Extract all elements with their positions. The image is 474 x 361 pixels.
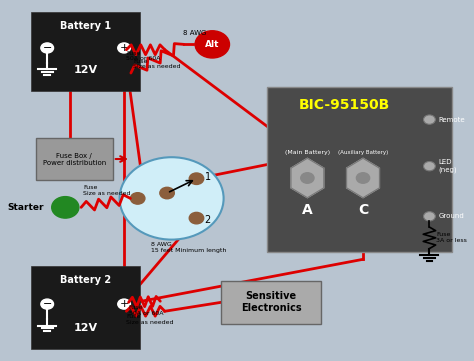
Bar [36, 138, 113, 180]
Text: 12V: 12V [73, 65, 98, 75]
Text: +: + [119, 43, 129, 53]
Circle shape [118, 299, 130, 309]
Circle shape [118, 43, 130, 53]
Bar [31, 12, 140, 91]
Text: −: − [43, 299, 52, 309]
Text: A: A [302, 203, 313, 217]
Text: (Main Battery): (Main Battery) [285, 150, 330, 155]
Text: +: + [119, 299, 129, 309]
Text: 12V: 12V [73, 323, 98, 333]
Text: 8 AWG: 8 AWG [183, 30, 206, 36]
Circle shape [424, 212, 435, 221]
Text: −: − [43, 43, 52, 53]
Circle shape [356, 173, 370, 183]
Text: Fuse
50A or 60A: Fuse 50A or 60A [127, 51, 161, 61]
Text: Ground: Ground [438, 213, 464, 219]
Text: Fuse
Size as needed: Fuse Size as needed [133, 58, 181, 69]
Text: Fuse
50A or 60A: Fuse 50A or 60A [128, 305, 163, 316]
Text: Fuse
Size as needed: Fuse Size as needed [83, 185, 131, 196]
Bar [266, 87, 452, 252]
Text: Fuse Box /
Power distribution: Fuse Box / Power distribution [43, 152, 106, 165]
Text: C: C [358, 203, 368, 217]
Text: Fuse
3A or less: Fuse 3A or less [436, 232, 467, 243]
Circle shape [41, 43, 54, 53]
Text: LED
(neg): LED (neg) [438, 160, 457, 173]
Circle shape [41, 299, 54, 309]
Circle shape [424, 161, 435, 171]
Circle shape [301, 173, 314, 183]
Text: 2: 2 [205, 215, 211, 225]
Polygon shape [346, 158, 379, 198]
Bar [31, 266, 140, 349]
Circle shape [424, 115, 435, 124]
Text: Remote: Remote [438, 117, 465, 123]
Text: Battery 1: Battery 1 [60, 21, 111, 31]
Text: Battery 2: Battery 2 [60, 275, 111, 286]
Circle shape [52, 197, 79, 218]
Circle shape [189, 212, 204, 224]
Text: Fuse
Size as needed: Fuse Size as needed [127, 314, 174, 325]
Text: Sensitive
Electronics: Sensitive Electronics [241, 291, 301, 313]
Bar [221, 281, 321, 324]
Circle shape [160, 187, 174, 199]
Ellipse shape [119, 157, 224, 240]
Circle shape [130, 193, 145, 204]
Text: Alt: Alt [205, 40, 219, 49]
Text: 1: 1 [205, 172, 211, 182]
Text: BIC-95150B: BIC-95150B [299, 98, 390, 112]
Polygon shape [291, 158, 324, 198]
Text: 8 AWG
15 feet Minimum length: 8 AWG 15 feet Minimum length [151, 242, 227, 253]
Circle shape [189, 173, 204, 184]
Circle shape [195, 31, 229, 58]
Text: (Auxiliary Battery): (Auxiliary Battery) [338, 150, 388, 155]
Text: Starter: Starter [7, 203, 44, 212]
